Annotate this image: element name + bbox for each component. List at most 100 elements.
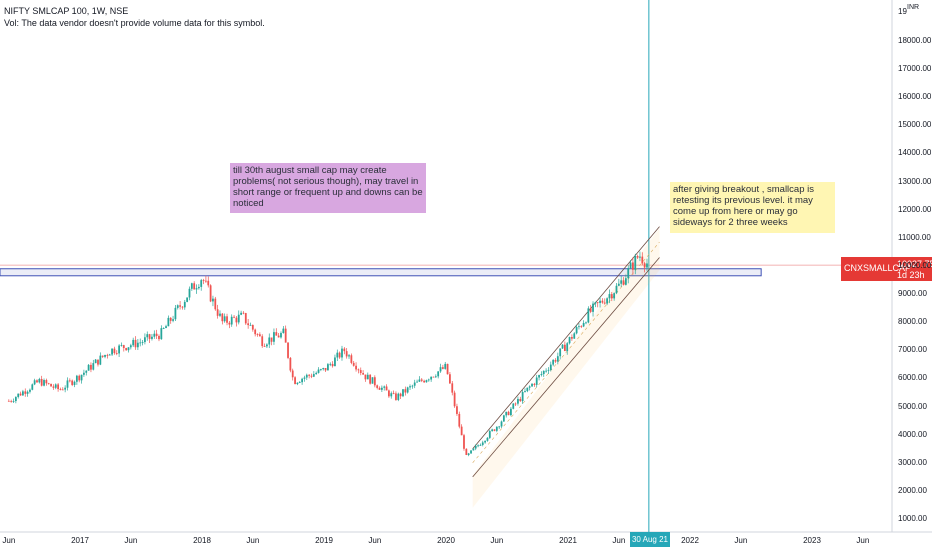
y-tick-top-partial: 19 bbox=[898, 7, 907, 16]
candle-body bbox=[627, 268, 630, 279]
candle-body bbox=[111, 348, 113, 355]
price-tag: CNXSMALLCAP 10027.75 1d 23h bbox=[841, 257, 932, 281]
candle-body bbox=[312, 374, 315, 377]
candle-body bbox=[298, 382, 301, 383]
x-tick-label: Jun bbox=[856, 536, 870, 545]
candle-body bbox=[52, 386, 55, 388]
candle-body bbox=[12, 401, 15, 402]
candle-body bbox=[538, 375, 540, 378]
candle-body bbox=[174, 307, 177, 320]
candle-body bbox=[418, 379, 421, 382]
candle-body bbox=[207, 280, 210, 286]
annotation-note-left[interactable]: till 30th august small cap may create pr… bbox=[230, 163, 426, 213]
candle-body bbox=[216, 309, 219, 316]
candle-body bbox=[388, 390, 390, 397]
candle-body bbox=[85, 370, 88, 373]
candle-body bbox=[240, 312, 243, 315]
candle-body bbox=[554, 359, 557, 362]
candle-body bbox=[104, 354, 106, 357]
candle-body bbox=[273, 332, 275, 342]
candle-body bbox=[395, 393, 397, 400]
candle-body bbox=[64, 387, 67, 390]
candle-body bbox=[571, 337, 573, 339]
candle-body bbox=[474, 445, 477, 449]
candle-body bbox=[526, 387, 529, 392]
candle-body bbox=[78, 375, 81, 381]
candle-body bbox=[456, 406, 458, 414]
candle-body bbox=[528, 386, 531, 388]
candle-body bbox=[505, 411, 508, 416]
candle-body bbox=[632, 262, 634, 270]
candle-body bbox=[223, 316, 226, 322]
candle-body bbox=[120, 345, 123, 346]
candle-body bbox=[296, 382, 299, 385]
price-tag-countdown: 1d 23h bbox=[897, 270, 925, 280]
annotation-note-right[interactable]: after giving breakout , smallcap is rete… bbox=[670, 182, 835, 233]
candle-body bbox=[129, 345, 132, 348]
candle-body bbox=[371, 377, 374, 384]
candle-body bbox=[179, 305, 182, 307]
candle-body bbox=[587, 308, 590, 323]
y-tick-label: 8000.00 bbox=[898, 317, 927, 327]
candle-body bbox=[266, 344, 268, 347]
candle-body bbox=[545, 370, 548, 372]
candle-body bbox=[301, 378, 304, 383]
y-tick-label: 9000.00 bbox=[898, 289, 927, 299]
y-tick-label: 17000.00 bbox=[898, 64, 932, 74]
x-tick-label: Jun bbox=[490, 536, 504, 545]
price-tag-value: 10027.75 bbox=[897, 259, 932, 269]
candle-body bbox=[221, 313, 224, 322]
candle-body bbox=[29, 389, 31, 392]
candle-body bbox=[263, 346, 266, 347]
candle-body bbox=[146, 334, 149, 338]
candle-body bbox=[141, 342, 144, 343]
candle-body bbox=[244, 313, 247, 324]
candle-body bbox=[420, 379, 423, 381]
chart-title: NIFTY SMLCAP 100, 1W, NSE bbox=[4, 6, 129, 16]
candle-body bbox=[54, 384, 57, 388]
x-tick-label: 2023 bbox=[803, 536, 821, 545]
candle-body bbox=[24, 391, 27, 394]
candle-body bbox=[106, 354, 109, 356]
candle-body bbox=[57, 384, 60, 390]
candle-body bbox=[108, 354, 111, 356]
candle-body bbox=[71, 380, 74, 385]
x-tick-label: 2018 bbox=[193, 536, 211, 545]
channel-fill bbox=[472, 227, 660, 508]
candle-body bbox=[275, 332, 278, 336]
candle-body bbox=[148, 334, 151, 339]
candle-body bbox=[158, 335, 160, 340]
candle-body bbox=[228, 322, 231, 325]
candle-body bbox=[125, 348, 128, 351]
candle-body bbox=[214, 298, 217, 310]
candle-body bbox=[50, 383, 52, 387]
candle-body bbox=[364, 374, 367, 380]
candle-body bbox=[556, 356, 559, 362]
volume-note: Vol: The data vendor doesn't provide vol… bbox=[4, 18, 265, 28]
candle-body bbox=[19, 393, 22, 396]
candle-body bbox=[162, 328, 165, 329]
candle-body bbox=[280, 333, 282, 338]
candle-body bbox=[376, 385, 379, 388]
candle-body bbox=[343, 348, 346, 352]
candle-body bbox=[151, 336, 153, 339]
candle-body bbox=[92, 363, 95, 370]
channel-lower bbox=[472, 257, 660, 478]
candle-body bbox=[580, 326, 583, 328]
candle-body bbox=[629, 262, 632, 269]
candle-body bbox=[219, 313, 221, 316]
candle-body bbox=[169, 317, 172, 321]
candle-body bbox=[233, 316, 235, 318]
candle-body bbox=[31, 384, 34, 390]
candle-body bbox=[61, 389, 64, 391]
candle-body bbox=[322, 367, 325, 370]
candle-body bbox=[202, 280, 205, 281]
candle-body bbox=[369, 374, 372, 384]
candle-body bbox=[165, 326, 167, 329]
candle-body bbox=[430, 376, 433, 380]
candle-body bbox=[373, 377, 376, 386]
candle-body bbox=[465, 448, 468, 455]
candle-body bbox=[118, 345, 121, 354]
cursor-date-label: 30 Aug 21 bbox=[630, 532, 670, 547]
